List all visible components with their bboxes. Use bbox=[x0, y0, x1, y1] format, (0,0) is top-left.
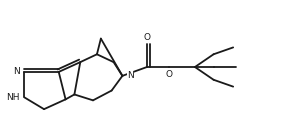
Text: NH: NH bbox=[6, 93, 19, 102]
Text: O: O bbox=[166, 70, 173, 79]
Text: O: O bbox=[143, 33, 150, 41]
Text: N: N bbox=[13, 67, 19, 76]
Text: N: N bbox=[127, 71, 134, 80]
